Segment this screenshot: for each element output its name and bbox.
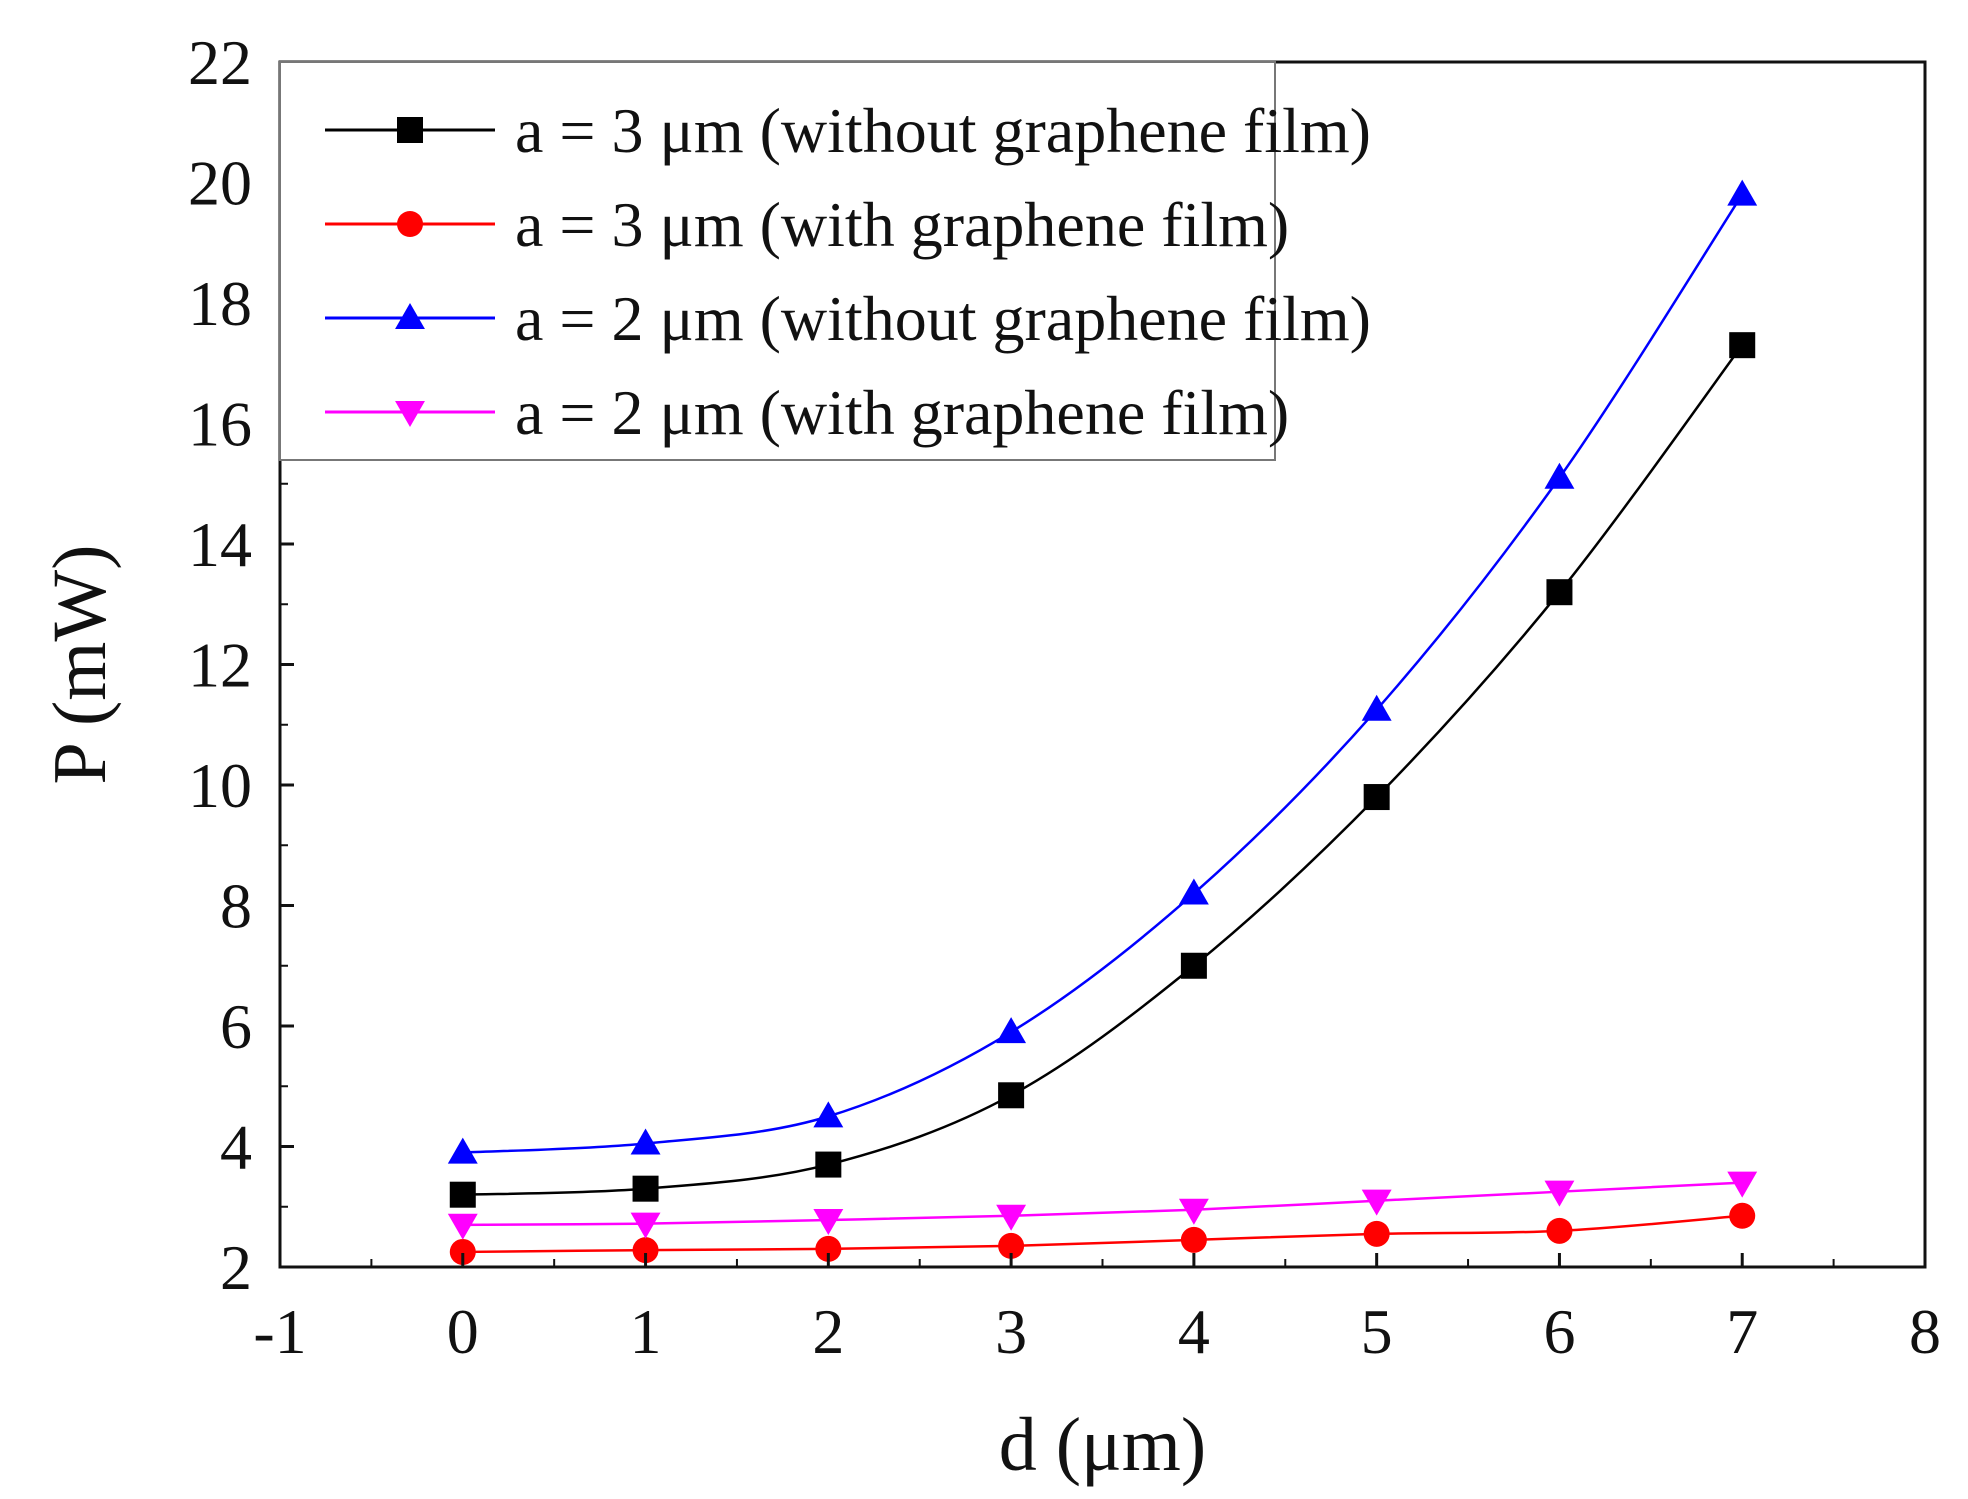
x-tick-label: 7 — [1726, 1296, 1758, 1367]
legend-label: a = 3 μm (without graphene film) — [515, 95, 1371, 166]
data-point — [449, 1238, 476, 1265]
data-point — [1178, 1198, 1209, 1225]
data-point — [996, 1017, 1027, 1044]
x-tick-label: 8 — [1909, 1296, 1941, 1367]
data-point — [1363, 1220, 1390, 1247]
data-point — [998, 1232, 1025, 1259]
y-tick-label: 12 — [188, 630, 252, 701]
x-tick-label: 2 — [812, 1296, 844, 1367]
data-point — [1727, 1171, 1758, 1198]
legend-marker — [397, 117, 423, 143]
legend-label: a = 3 μm (with graphene film) — [515, 189, 1289, 260]
data-point — [447, 1137, 478, 1164]
y-axis-title: P (mW) — [38, 545, 122, 785]
data-point — [1180, 952, 1207, 979]
y-tick-labels: 2 4 6 8 10 12 14 16 18 20 22 — [188, 27, 252, 1303]
data-point — [632, 1237, 659, 1264]
y-tick-label: 4 — [220, 1112, 252, 1183]
series-line-2 — [462, 1214, 1743, 1254]
data-point — [630, 1128, 661, 1155]
y-tick-label: 18 — [188, 268, 252, 339]
data-point — [1729, 332, 1756, 359]
data-point — [449, 1181, 476, 1208]
y-tick-label: 14 — [188, 509, 252, 580]
series-line-4 — [462, 1181, 1743, 1227]
data-point — [1363, 784, 1390, 811]
data-point — [1727, 179, 1758, 206]
x-tick-label: 4 — [1178, 1296, 1210, 1367]
legend-label: a = 2 μm (without graphene film) — [515, 283, 1371, 354]
data-point — [1544, 1180, 1575, 1207]
data-point — [1178, 878, 1209, 905]
legend-marker — [395, 400, 425, 427]
x-tick-label: -1 — [253, 1296, 306, 1367]
legend: a = 3 μm (without graphene film) a = 3 μm… — [279, 61, 1371, 461]
data-point — [1544, 462, 1575, 489]
legend-box — [279, 61, 1276, 461]
data-point — [815, 1235, 842, 1262]
data-point — [1546, 1217, 1573, 1244]
y-tick-label: 2 — [220, 1232, 252, 1303]
data-point — [1361, 1189, 1392, 1216]
legend-marker — [395, 303, 425, 330]
x-tick-labels: -1 0 1 2 3 4 5 6 7 8 — [253, 1296, 1941, 1367]
data-point — [815, 1151, 842, 1178]
legend-marker — [397, 211, 423, 237]
x-tick-label: 1 — [630, 1296, 662, 1367]
y-tick-label: 16 — [188, 389, 252, 460]
data-point — [1729, 1202, 1756, 1229]
y-tick-label: 20 — [188, 148, 252, 219]
data-point — [1546, 579, 1573, 606]
data-point — [632, 1175, 659, 1202]
y-tick-label: 22 — [188, 27, 252, 98]
data-point — [1180, 1226, 1207, 1253]
x-tick-label: 0 — [447, 1296, 479, 1367]
y-tick-label: 8 — [220, 871, 252, 942]
data-point — [630, 1212, 661, 1239]
y-tick-label: 6 — [220, 991, 252, 1062]
x-tick-label: 3 — [995, 1296, 1027, 1367]
data-point — [813, 1208, 844, 1235]
x-tick-label: 6 — [1543, 1296, 1575, 1367]
data-point — [447, 1213, 478, 1240]
data-point — [998, 1082, 1025, 1109]
data-point — [996, 1204, 1027, 1231]
legend-label: a = 2 μm (with graphene film) — [515, 377, 1289, 448]
x-tick-label: 5 — [1361, 1296, 1393, 1367]
series-markers — [447, 179, 1758, 1265]
y-tick-label: 10 — [188, 750, 252, 821]
data-point — [1361, 694, 1392, 721]
series-line-1 — [462, 344, 1744, 1196]
data-point — [813, 1101, 844, 1128]
x-axis-title: d (μm) — [999, 1403, 1206, 1487]
